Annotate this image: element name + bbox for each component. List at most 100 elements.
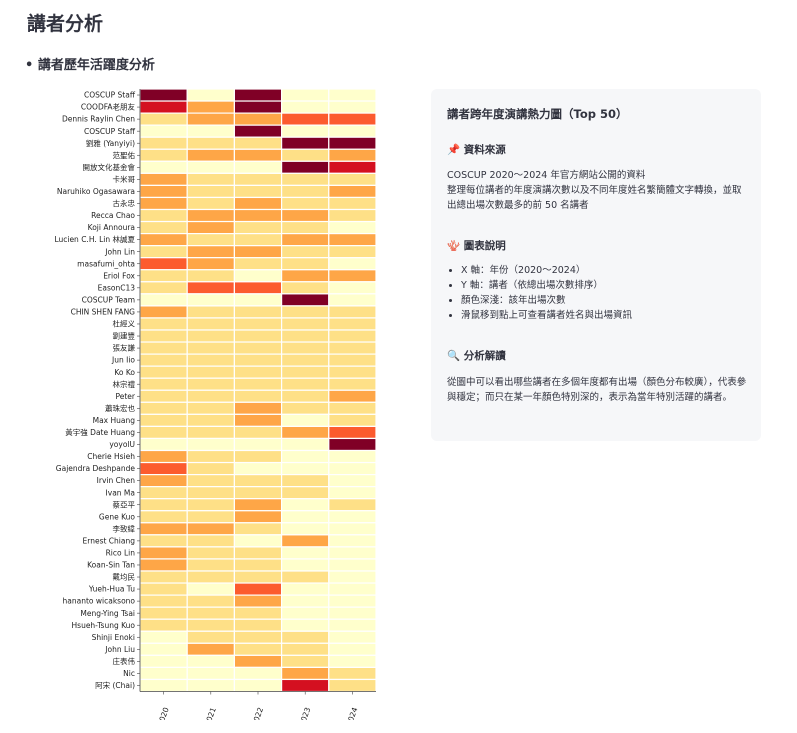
- heatmap-cell[interactable]: Koji Annoura · 2024: 0: [328, 220, 377, 235]
- heatmap-cell[interactable]: Max Huang · 2021: 1: [186, 413, 235, 428]
- heatmap-cell[interactable]: 庄表伟 · 2020: 0: [139, 654, 188, 668]
- heatmap-cell[interactable]: 阿宋 (Chai) · 2021: 0: [186, 678, 235, 693]
- heatmap-cell[interactable]: Ko Ko · 2021: 1: [186, 365, 235, 379]
- heatmap-cell[interactable]: Naruhiko Ogasawara · 2023: 1: [281, 184, 330, 199]
- heatmap-cell[interactable]: 古永忠 · 2020: 2: [139, 196, 188, 211]
- heatmap-cell[interactable]: EasonC13 · 2023: 1: [281, 281, 330, 295]
- heatmap-cell[interactable]: Hsueh-Tsung Kuo · 2023: 0: [281, 618, 330, 632]
- heatmap-cell[interactable]: 卡米哥 · 2022: 1: [233, 172, 283, 186]
- heatmap-cell[interactable]: COSCUP Staff · 2021: 0: [186, 124, 235, 138]
- heatmap-cell[interactable]: Koan-Sin Tan · 2020: 2: [139, 558, 188, 572]
- heatmap-cell[interactable]: Peter · 2024: 2: [328, 389, 377, 403]
- heatmap-cell[interactable]: 杜經义 · 2024: 1: [328, 317, 377, 331]
- heatmap-cell[interactable]: Koan-Sin Tan · 2021: 1: [186, 558, 235, 572]
- heatmap-cell[interactable]: 范聖佑 · 2022: 2: [233, 148, 283, 162]
- heatmap-cell[interactable]: Irvin Chen · 2024: 0: [328, 474, 377, 488]
- heatmap-cell[interactable]: yoyolU · 2023: 0: [281, 437, 330, 452]
- heatmap-cell[interactable]: Meng-Ying Tsai · 2022: 1: [233, 606, 283, 620]
- heatmap-cell[interactable]: CHIN SHEN FANG · 2024: 1: [328, 305, 377, 319]
- heatmap-cell[interactable]: COSCUP Staff · 2022: 5: [233, 124, 283, 138]
- heatmap-cell[interactable]: 蕭珠宏也 · 2022: 2: [233, 401, 283, 415]
- heatmap-cell[interactable]: Gene Kuo · 2020: 1: [139, 510, 188, 524]
- heatmap-cell[interactable]: Naruhiko Ogasawara · 2022: 1: [233, 184, 283, 199]
- heatmap-cell[interactable]: 卡米哥 · 2023: 1: [281, 172, 330, 186]
- heatmap-cell[interactable]: COSCUP Staff · 2024: 0: [328, 124, 377, 138]
- heatmap-cell[interactable]: Recca Chao · 2023: 2: [281, 208, 330, 223]
- heatmap-cell[interactable]: Lucien C.H. Lin 林誠夏 · 2022: 1: [233, 233, 283, 247]
- heatmap-cell[interactable]: Recca Chao · 2020: 1: [139, 208, 188, 223]
- heatmap-cell[interactable]: John Liu · 2020: 0: [139, 642, 188, 656]
- heatmap-cell[interactable]: COODFA老朋友 · 2022: 5: [233, 100, 283, 114]
- heatmap-cell[interactable]: Max Huang · 2020: 1: [139, 413, 188, 428]
- heatmap-cell[interactable]: Ivan Ma · 2024: 0: [328, 486, 377, 500]
- heatmap-cell[interactable]: John Lin · 2024: 1: [328, 245, 377, 259]
- heatmap-cell[interactable]: 李致緯 · 2021: 2: [186, 522, 235, 536]
- heatmap-cell[interactable]: Ivan Ma · 2021: 1: [186, 486, 235, 500]
- heatmap-cell[interactable]: Lucien C.H. Lin 林誠夏 · 2021: 1: [186, 233, 235, 247]
- heatmap-cell[interactable]: CHIN SHEN FANG · 2023: 1: [281, 305, 330, 319]
- heatmap-cell[interactable]: 范聖佑 · 2020: 1: [139, 148, 188, 162]
- heatmap-cell[interactable]: Peter · 2021: 1: [186, 389, 235, 403]
- heatmap-cell[interactable]: Gajendra Deshpande · 2021: 1: [186, 461, 235, 476]
- heatmap-cell[interactable]: 蔡亞平 · 2024: 1: [328, 498, 377, 512]
- heatmap-cell[interactable]: 黃宇強 Date Huang · 2023: 2: [281, 425, 330, 440]
- heatmap-cell[interactable]: Yueh-Hua Tu · 2021: 0: [186, 582, 235, 596]
- heatmap-cell[interactable]: Yueh-Hua Tu · 2020: 1: [139, 582, 188, 596]
- heatmap-cell[interactable]: Meng-Ying Tsai · 2020: 1: [139, 606, 188, 620]
- heatmap-cell[interactable]: 庄表伟 · 2021: 0: [186, 654, 235, 668]
- heatmap-cell[interactable]: 庄表伟 · 2024: 0: [328, 654, 377, 668]
- heatmap-cell[interactable]: Nic · 2020: 0: [139, 666, 188, 681]
- heatmap-cell[interactable]: Gajendra Deshpande · 2020: 3: [139, 461, 188, 476]
- heatmap-cell[interactable]: Jun Iio · 2020: 1: [139, 353, 188, 367]
- heatmap-cell[interactable]: Koan-Sin Tan · 2022: 1: [233, 558, 283, 572]
- heatmap-cell[interactable]: Irvin Chen · 2021: 1: [186, 474, 235, 488]
- heatmap-cell[interactable]: 李致緯 · 2022: 1: [233, 522, 283, 536]
- heatmap-cell[interactable]: Hsueh-Tsung Kuo · 2021: 1: [186, 618, 235, 632]
- heatmap-cell[interactable]: Recca Chao · 2022: 2: [233, 208, 283, 223]
- heatmap-cell[interactable]: 劉建豐 · 2023: 1: [281, 329, 330, 343]
- heatmap-cell[interactable]: Yueh-Hua Tu · 2022: 3: [233, 582, 283, 596]
- heatmap-cell[interactable]: Nic · 2024: 1: [328, 666, 377, 681]
- heatmap-cell[interactable]: Dennis Raylin Chen · 2023: 3: [281, 112, 330, 126]
- heatmap-cell[interactable]: Koan-Sin Tan · 2024: 0: [328, 558, 377, 572]
- heatmap-cell[interactable]: Gene Kuo · 2021: 1: [186, 510, 235, 524]
- heatmap-cell[interactable]: Ernest Chiang · 2021: 1: [186, 534, 235, 548]
- heatmap-cell[interactable]: Ko Ko · 2024: 1: [328, 365, 377, 379]
- heatmap-cell[interactable]: 范聖佑 · 2021: 2: [186, 148, 235, 162]
- heatmap-cell[interactable]: COSCUP Staff · 2022: 5: [233, 88, 283, 102]
- heatmap-cell[interactable]: Max Huang · 2022: 2: [233, 413, 283, 428]
- heatmap-cell[interactable]: EasonC13 · 2024: 0: [328, 281, 377, 295]
- heatmap-cell[interactable]: 阿宋 (Chai) · 2022: 0: [233, 678, 283, 693]
- heatmap-cell[interactable]: Koji Annoura · 2022: 1: [233, 220, 283, 235]
- heatmap-cell[interactable]: Max Huang · 2023: 0: [281, 413, 330, 428]
- heatmap-cell[interactable]: COSCUP Team · 2022: 0: [233, 293, 283, 307]
- heatmap-cell[interactable]: COSCUP Staff · 2021: 0: [186, 88, 235, 102]
- heatmap-cell[interactable]: Hsueh-Tsung Kuo · 2020: 1: [139, 618, 188, 632]
- heatmap-cell[interactable]: masafumi_ohta · 2023: 1: [281, 257, 330, 271]
- heatmap-cell[interactable]: Recca Chao · 2021: 2: [186, 208, 235, 223]
- heatmap-cell[interactable]: 杜經义 · 2023: 1: [281, 317, 330, 331]
- heatmap-cell[interactable]: Lucien C.H. Lin 林誠夏 · 2020: 2: [139, 233, 188, 247]
- heatmap-cell[interactable]: 戴均民 · 2020: 1: [139, 570, 188, 584]
- heatmap-cell[interactable]: COODFA老朋友 · 2024: 0: [328, 100, 377, 114]
- heatmap-cell[interactable]: 劉雅 (Yanyiyi) · 2021: 1: [186, 136, 235, 150]
- heatmap-cell[interactable]: Naruhiko Ogasawara · 2020: 2: [139, 184, 188, 199]
- heatmap-cell[interactable]: COODFA老朋友 · 2023: 0: [281, 100, 330, 114]
- heatmap-cell[interactable]: 林宗禮 · 2020: 1: [139, 377, 188, 391]
- heatmap-cell[interactable]: Gajendra Deshpande · 2024: 0: [328, 461, 377, 476]
- heatmap-cell[interactable]: Ernest Chiang · 2020: 1: [139, 534, 188, 548]
- heatmap-cell[interactable]: 阿宋 (Chai) · 2024: 1: [328, 678, 377, 693]
- heatmap-cell[interactable]: Jun Iio · 2024: 1: [328, 353, 377, 367]
- heatmap-cell[interactable]: 杜經义 · 2022: 1: [233, 317, 283, 331]
- heatmap-cell[interactable]: 戴均民 · 2024: 0: [328, 570, 377, 584]
- heatmap-cell[interactable]: 黃宇強 Date Huang · 2020: 1: [139, 425, 188, 440]
- heatmap-cell[interactable]: Rico Lin · 2021: 1: [186, 546, 235, 560]
- heatmap-cell[interactable]: 張友謙 · 2024: 1: [328, 341, 377, 355]
- heatmap-cell[interactable]: 林宗禮 · 2021: 1: [186, 377, 235, 391]
- heatmap-cell[interactable]: 古永忠 · 2021: 1: [186, 196, 235, 211]
- heatmap-cell[interactable]: Hsueh-Tsung Kuo · 2022: 1: [233, 618, 283, 632]
- heatmap-cell[interactable]: COODFA老朋友 · 2021: 2: [186, 100, 235, 114]
- heatmap-cell[interactable]: COSCUP Staff · 2024: 0: [328, 88, 377, 102]
- heatmap-cell[interactable]: masafumi_ohta · 2022: 1: [233, 257, 283, 271]
- heatmap-cell[interactable]: Ko Ko · 2023: 1: [281, 365, 330, 379]
